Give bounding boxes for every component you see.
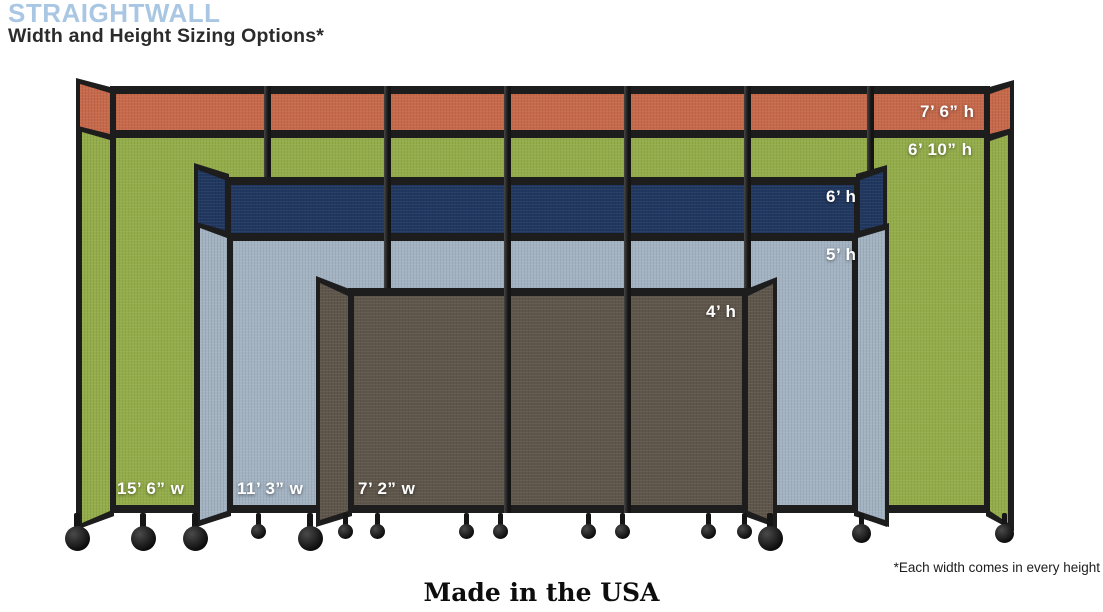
- fabric: [748, 284, 773, 521]
- made-in-usa-text: Made in the USA: [423, 578, 660, 607]
- caster-wheel: [454, 513, 478, 539]
- caster-wheel: [696, 513, 720, 539]
- caster-wheel: [757, 513, 783, 551]
- caster-wheel: [246, 513, 270, 539]
- caster-wheel: [849, 513, 873, 543]
- height-label-6ft: 6’ h: [826, 187, 857, 206]
- height-label-7ft6: 7’ 6” h: [920, 102, 975, 121]
- fabric: [858, 230, 885, 520]
- caster-wheel: [576, 513, 600, 539]
- caster-wheel: [610, 513, 634, 539]
- footnote: *Each width comes in every height: [893, 560, 1100, 575]
- caster-wheel: [365, 513, 389, 539]
- caster-wheel: [732, 513, 756, 539]
- partition-6ft10-right-wing: [986, 128, 1012, 530]
- fabric: [82, 132, 110, 523]
- fabric: [990, 135, 1008, 523]
- caster-wheel: [297, 513, 323, 551]
- fabric: [200, 228, 227, 520]
- frame-post: [504, 288, 511, 513]
- caster-wheel: [333, 513, 357, 539]
- width-label-7ft2: 7’ 2” w: [358, 479, 416, 498]
- partition-5ft-left-wing: [196, 222, 231, 527]
- width-label-15ft6: 15’ 6” w: [117, 479, 185, 498]
- caster-wheel: [488, 513, 512, 539]
- caster-wheel: [182, 513, 208, 551]
- fabric: [320, 283, 348, 520]
- partition-5ft-right-wing: [854, 223, 889, 527]
- partition-6ft10-left-wing: [78, 126, 114, 529]
- brand-title: STRAIGHTWALL: [8, 0, 221, 28]
- height-label-5ft: 5’ h: [826, 245, 857, 264]
- frame-post: [624, 288, 631, 513]
- height-label-6ft10: 6’ 10” h: [908, 140, 973, 159]
- height-label-4ft: 4’ h: [706, 302, 737, 321]
- partition-4ft-right-wing: [744, 277, 777, 528]
- partition-4ft-left-wing: [316, 276, 352, 527]
- width-label-11ft3: 11’ 3” w: [237, 479, 304, 498]
- caster-wheel: [130, 513, 156, 551]
- page-subtitle: Width and Height Sizing Options*: [8, 25, 325, 47]
- caster-wheel: [64, 513, 90, 551]
- caster-wheel: [992, 513, 1016, 543]
